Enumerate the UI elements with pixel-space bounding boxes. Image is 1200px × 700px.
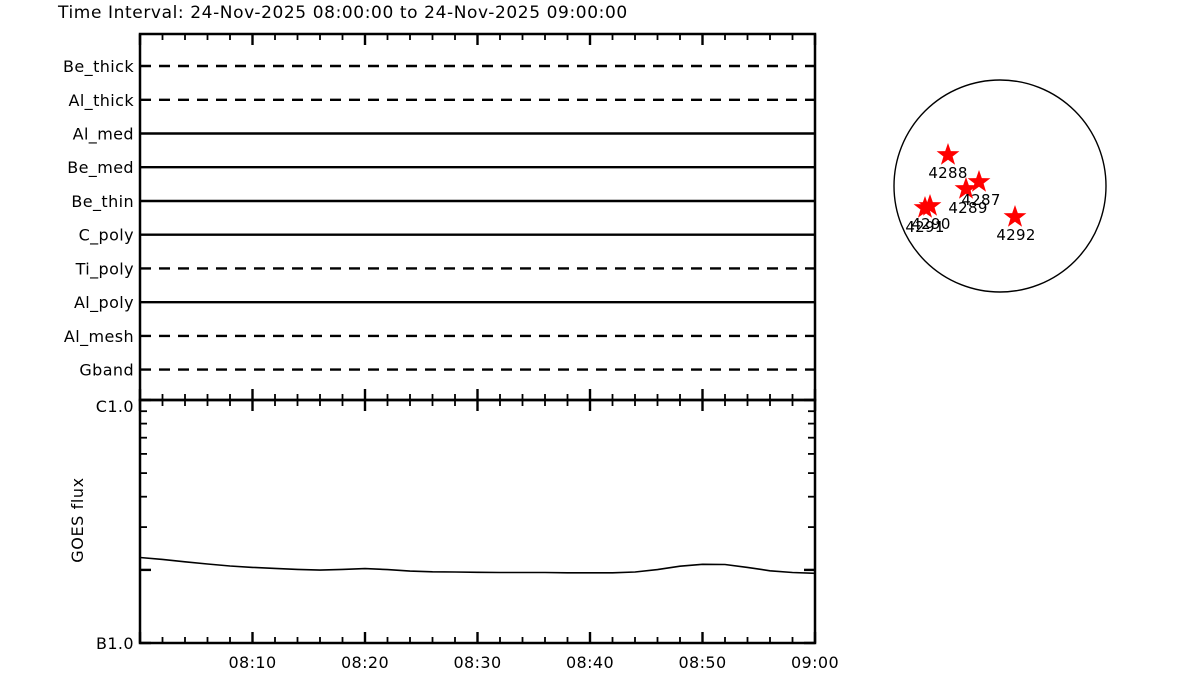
xtick-label-0840: 08:40 <box>566 653 614 672</box>
filter-rows <box>140 64 815 371</box>
flux-panel-frame <box>138 398 817 645</box>
filter-label-be_thin: Be_thin <box>71 192 134 212</box>
filter-timeline-panel: Be_thick Al_thick Al_med Be_med Be_thin C_pol… <box>63 32 817 402</box>
goes-flux-panel: GOES flux C1.0 B1.0 08:10 08:20 08:30 08:40… <box>68 397 839 672</box>
filter-row-labels: Be_thick Al_thick Al_med Be_med Be_thin C_pol… <box>63 57 134 380</box>
filter-label-gband: Gband <box>79 361 134 380</box>
active-region-label-4291: 4291 <box>905 218 944 236</box>
filter-label-be_thick: Be_thick <box>63 57 134 77</box>
flux-xtick-labels: 08:10 08:20 08:30 08:40 08:50 09:00 <box>228 653 839 672</box>
filter-label-al_mesh: Al_mesh <box>64 327 134 347</box>
active-region-label-4290: 4290 <box>911 215 950 233</box>
filter-label-al_thick: Al_thick <box>68 91 134 111</box>
filter-label-al_poly: Al_poly <box>74 293 134 313</box>
filter-label-ti_poly: Ti_poly <box>75 259 134 279</box>
xtick-label-0810: 08:10 <box>228 653 276 672</box>
goes-flux-curve <box>139 556 816 575</box>
active-region-label-4292: 4292 <box>996 226 1035 244</box>
flux-panel-ticks <box>138 398 817 645</box>
flux-ytick-bottom: B1.0 <box>96 634 134 653</box>
active-region-label-4287: 4287 <box>961 191 1000 209</box>
xtick-label-0820: 08:20 <box>341 653 389 672</box>
page-title: Time Interval: 24-Nov-2025 08:00:00 to 2… <box>58 3 628 23</box>
active-region-label-4288: 4288 <box>928 164 967 182</box>
active-region-markers <box>913 143 1027 227</box>
solar-limb-circle <box>893 79 1107 293</box>
active-region-star-4292[interactable] <box>1003 205 1027 227</box>
flux-axis-label: GOES flux <box>68 477 87 562</box>
filter-label-be_med: Be_med <box>67 158 134 178</box>
xtick-label-0900: 09:00 <box>791 653 839 672</box>
filter-label-c_poly: C_poly <box>79 226 134 246</box>
active-region-star-4289[interactable] <box>954 177 978 199</box>
xtick-label-0850: 08:50 <box>678 653 726 672</box>
filter-panel-frame <box>138 32 817 402</box>
xtick-label-0830: 08:30 <box>453 653 501 672</box>
filter-label-al_med: Al_med <box>73 125 134 145</box>
active-region-label-4289: 4289 <box>948 199 987 217</box>
active-region-star-4288[interactable] <box>936 143 960 165</box>
active-region-star-4291[interactable] <box>913 196 937 218</box>
active-region-star-4287[interactable] <box>967 170 991 192</box>
filter-panel-ticks <box>138 34 817 400</box>
flux-ytick-top: C1.0 <box>96 397 134 416</box>
